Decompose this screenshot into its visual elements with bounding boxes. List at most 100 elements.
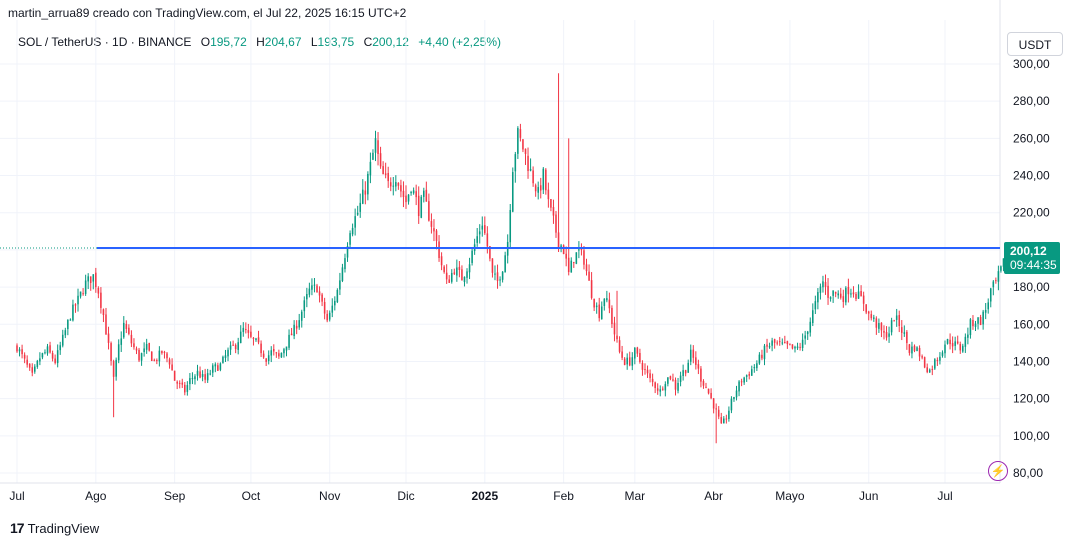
candle-body (242, 327, 245, 332)
candle-body (593, 298, 595, 308)
candle-body (995, 280, 997, 282)
candle-body (725, 418, 728, 420)
candle-body (631, 357, 634, 366)
candle-body (997, 271, 1000, 282)
candle-body (511, 172, 514, 212)
candle-body (379, 153, 382, 167)
bar-countdown: 09:44:35 (1010, 258, 1057, 272)
x-tick-label: Ago (85, 489, 107, 503)
candle-body (184, 384, 186, 393)
candle-body (773, 339, 776, 343)
candle-body (311, 285, 313, 290)
x-tick-label: Jul (9, 489, 24, 503)
candle-body (875, 318, 878, 328)
candle-body (575, 252, 578, 264)
candle-body (313, 284, 316, 286)
symbol-name[interactable]: SOL / TetherUS · 1D · BINANCE (18, 35, 192, 49)
candle-body (369, 161, 372, 176)
candle-body (186, 385, 189, 392)
candle-body (613, 322, 616, 335)
candle-body (906, 331, 908, 344)
candle-body (145, 344, 148, 350)
candle-body (649, 373, 651, 379)
y-tick-label: 180,00 (1013, 280, 1050, 294)
candle-body (140, 353, 143, 361)
y-tick-label: 240,00 (1013, 169, 1050, 183)
candle-body (316, 285, 318, 293)
candle-body (598, 304, 601, 319)
candle-body (222, 356, 224, 363)
candle-body (499, 279, 501, 281)
candle-body (664, 384, 667, 391)
candle-body (217, 365, 219, 371)
currency-button[interactable]: USDT (1007, 32, 1063, 56)
candle-body (740, 381, 743, 383)
candle-body (245, 329, 247, 331)
candle-body (992, 281, 995, 288)
close-value: 200,12 (372, 35, 409, 49)
candle-body (156, 360, 158, 362)
candle-body (130, 334, 133, 344)
lightning-icon[interactable]: ⚡ (988, 461, 1008, 481)
candle-body (794, 346, 796, 349)
candle-body (735, 390, 738, 398)
candle-body (161, 350, 163, 354)
candle-body (888, 333, 890, 337)
candle-body (626, 357, 628, 365)
candle-body (753, 366, 756, 369)
candle-body (712, 398, 715, 409)
candle-body (982, 311, 984, 325)
candle-body (295, 325, 298, 329)
candle-body (812, 310, 814, 324)
candle-body (82, 293, 84, 295)
candle-body (608, 299, 611, 309)
candle-body (18, 349, 21, 352)
candle-body (977, 317, 979, 324)
candle-body (545, 169, 547, 191)
candle-body (334, 300, 336, 306)
candle-body (252, 337, 255, 339)
candle-body (39, 358, 41, 362)
candle-body (885, 332, 888, 338)
candle-body (623, 358, 626, 365)
candle-body (600, 306, 603, 320)
candle-body (250, 331, 252, 337)
candle-body (257, 337, 260, 343)
candle-body (641, 362, 644, 370)
candle-body (95, 272, 97, 288)
candle-body (206, 373, 209, 381)
candle-body (733, 397, 735, 400)
y-tick-label: 120,00 (1013, 392, 1050, 406)
candle-body (270, 350, 273, 356)
candle-body (514, 154, 517, 172)
candle-body (964, 336, 967, 347)
candle-body (621, 351, 623, 358)
candle-body (143, 348, 145, 353)
candle-body (839, 293, 842, 298)
candle-body (827, 285, 829, 298)
candle-body (69, 319, 72, 321)
candle-body (847, 286, 850, 295)
candle-body (687, 362, 689, 373)
candle-body (377, 140, 379, 154)
candle-body (405, 195, 407, 203)
candle-body (824, 282, 827, 287)
candle-body (555, 214, 557, 233)
candle-body (44, 352, 46, 354)
candle-body (471, 250, 473, 263)
change-value: +4,40 (+2,25%) (418, 35, 502, 49)
candle-body (921, 356, 923, 358)
candle-body (717, 409, 720, 417)
candle-body (761, 354, 763, 359)
candle-body (809, 321, 812, 333)
y-tick-label: 220,00 (1013, 206, 1050, 220)
candle-body (939, 356, 941, 361)
candle-body (578, 249, 580, 251)
x-tick-label: Dic (397, 489, 414, 503)
candle-body (458, 266, 461, 270)
candle-body (262, 353, 265, 358)
candle-body (893, 320, 895, 322)
candle-body (150, 351, 153, 362)
candle-body (842, 296, 845, 303)
